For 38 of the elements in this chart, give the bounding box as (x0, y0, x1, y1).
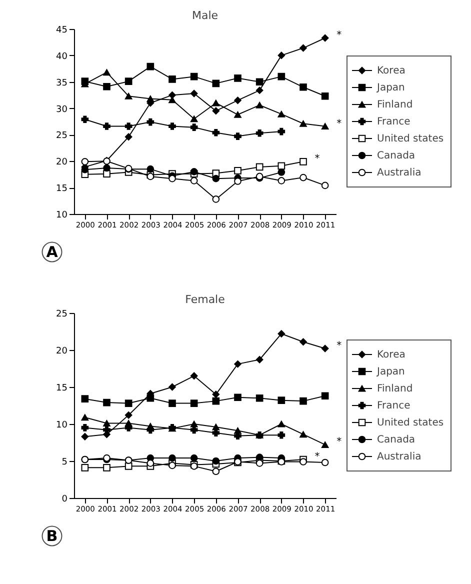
legend-label: Japan (376, 366, 405, 378)
legend-label: France (377, 400, 410, 412)
y-tick-label: 25 (56, 310, 68, 320)
legend-label: Korea (377, 350, 406, 360)
chart-title: Female (185, 293, 226, 306)
annotation: * (336, 340, 342, 352)
text: B (46, 527, 58, 545)
legend-label: Canada (377, 434, 416, 446)
y-tick-label: 20 (56, 158, 68, 168)
y-tick-label: 15 (56, 184, 68, 194)
y-tick-label: 40 (56, 52, 68, 62)
legend-label: Korea (377, 66, 406, 76)
annotation: * (314, 154, 320, 165)
y-tick-label: 10 (56, 420, 68, 430)
annotation: * (336, 30, 342, 41)
legend-label: Japan (376, 82, 405, 94)
y-tick-label: 25 (56, 131, 68, 142)
legend-label: Finland (377, 384, 413, 394)
y-tick-label: 15 (56, 384, 68, 394)
legend-label: Australia (377, 452, 422, 462)
legend-label: Canada (377, 150, 416, 162)
chart-title: Male (192, 9, 218, 22)
y-tick-label: 30 (56, 104, 68, 115)
annotation: * (336, 436, 342, 448)
y-tick-label: 0 (62, 494, 68, 504)
legend-label: France (377, 116, 410, 128)
legend-label: United states (377, 134, 444, 144)
annotation: * (336, 118, 342, 130)
y-tick-label: 45 (56, 26, 68, 36)
y-tick-label: 20 (56, 346, 68, 356)
y-tick-label: 5 (62, 458, 68, 468)
legend-label: Australia (377, 168, 422, 178)
y-tick-label: 10 (56, 210, 68, 220)
annotation: * (314, 452, 320, 463)
legend-label: Finland (377, 100, 413, 110)
y-tick-label: 35 (56, 78, 68, 88)
legend-label: United states (377, 418, 444, 428)
text: A (46, 243, 58, 261)
